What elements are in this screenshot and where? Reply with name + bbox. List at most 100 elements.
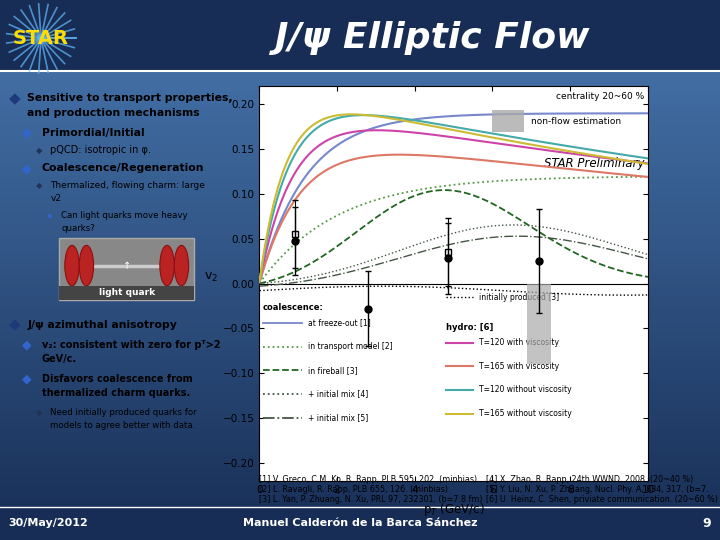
Bar	[0, 409, 720, 414]
Text: [3] L. Yan, P. Zhuang, N. Xu, PRL 97, 232301. (b=7.8 fm): [3] L. Yan, P. Zhuang, N. Xu, PRL 97, 23…	[259, 495, 482, 504]
Bar	[0, 158, 720, 162]
Bar	[0, 14, 720, 18]
Bar	[0, 202, 720, 207]
Text: ◆: ◆	[22, 338, 31, 351]
Text: [4] X. Zhao, R. Rapp, 24th WWND, 2008. (20~40 %): [4] X. Zhao, R. Rapp, 24th WWND, 2008. (…	[486, 475, 693, 484]
Bar	[0, 256, 720, 261]
Bar	[0, 513, 720, 517]
Bar	[0, 23, 720, 27]
Bar	[0, 220, 720, 225]
Text: pQCD: isotropic in φ.: pQCD: isotropic in φ.	[50, 145, 151, 155]
Bar	[0, 270, 720, 274]
Text: ◆: ◆	[36, 181, 42, 190]
Text: Sensitive to transport properties,: Sensitive to transport properties,	[27, 93, 233, 103]
Bar	[0, 500, 720, 504]
Bar	[0, 297, 720, 301]
Text: coalescence:: coalescence:	[263, 303, 324, 312]
Bar	[0, 189, 720, 193]
Bar	[0, 77, 720, 81]
Text: T=165 without viscosity: T=165 without viscosity	[479, 409, 572, 418]
Bar	[0, 364, 720, 369]
Text: STAR Preliminary: STAR Preliminary	[544, 157, 644, 170]
Bar	[0, 198, 720, 202]
Text: ◆: ◆	[9, 318, 20, 333]
Text: and production mechanisms: and production mechanisms	[27, 109, 200, 118]
Text: thermalized charm quarks.: thermalized charm quarks.	[42, 388, 190, 398]
Bar	[528, 284, 551, 364]
Bar	[0, 477, 720, 482]
Text: Can light quarks move heavy: Can light quarks move heavy	[61, 212, 188, 220]
Bar	[0, 414, 720, 418]
Bar	[0, 509, 720, 513]
Text: Primordial/Initial: Primordial/Initial	[42, 128, 145, 138]
Bar	[0, 396, 720, 401]
Bar	[0, 279, 720, 284]
Text: ↑: ↑	[122, 260, 131, 271]
Bar	[0, 117, 720, 122]
Bar	[0, 193, 720, 198]
Text: Coalescence/Regeneration: Coalescence/Regeneration	[42, 164, 204, 173]
Bar	[0, 405, 720, 409]
Bar	[0, 0, 720, 71]
Text: ◆: ◆	[36, 146, 42, 154]
Bar	[0, 315, 720, 320]
Bar	[0, 207, 720, 212]
Bar	[0, 139, 720, 144]
Bar	[0, 108, 720, 112]
Bar	[0, 486, 720, 490]
Bar	[0, 288, 720, 293]
Bar	[0, 94, 720, 99]
Bar	[0, 482, 720, 486]
Text: GeV/c.: GeV/c.	[42, 354, 77, 363]
Bar	[0, 328, 720, 333]
Bar	[0, 306, 720, 310]
Bar	[0, 374, 720, 378]
Bar	[0, 320, 720, 324]
Bar	[0, 252, 720, 256]
Bar	[0, 436, 720, 441]
Ellipse shape	[65, 245, 79, 286]
Bar	[0, 507, 720, 540]
Bar	[0, 63, 720, 68]
Bar	[0, 72, 720, 77]
Bar	[0, 230, 720, 234]
Bar	[0, 526, 720, 531]
Bar	[0, 216, 720, 220]
Bar	[0, 536, 720, 540]
Bar	[0, 428, 720, 432]
Text: hydro: [6]: hydro: [6]	[446, 323, 493, 332]
Bar	[0, 180, 720, 185]
Bar	[0, 99, 720, 104]
Text: T=120 without viscosity: T=120 without viscosity	[479, 386, 572, 394]
Bar	[0, 333, 720, 338]
Bar	[0, 522, 720, 526]
Bar	[0, 243, 720, 247]
Bar	[0, 274, 720, 279]
Bar	[59, 286, 194, 300]
Bar	[0, 468, 720, 472]
Bar	[0, 225, 720, 229]
Y-axis label: v$_2$: v$_2$	[204, 271, 218, 284]
Bar	[0, 301, 720, 306]
Bar	[0, 4, 720, 9]
Bar	[0, 90, 720, 94]
Text: quarks?: quarks?	[61, 224, 95, 233]
Bar	[0, 27, 720, 31]
Text: centrality 20~60 %: centrality 20~60 %	[556, 92, 644, 102]
Text: ◆: ◆	[22, 162, 31, 175]
Text: ◆: ◆	[22, 373, 31, 386]
Text: STAR: STAR	[13, 29, 69, 48]
Text: [5] Y. Liu, N. Xu, P. Zhuang, Nucl. Phy. A, 834, 317. (b=7.: [5] Y. Liu, N. Xu, P. Zhuang, Nucl. Phy.…	[486, 485, 708, 494]
Text: 30/May/2012: 30/May/2012	[9, 518, 89, 528]
Bar	[0, 45, 720, 50]
Bar	[0, 162, 720, 166]
Bar	[0, 81, 720, 85]
Bar	[0, 324, 720, 328]
Text: initially produced [3]: initially produced [3]	[479, 293, 559, 302]
Text: + initial mix [4]: + initial mix [4]	[308, 389, 368, 399]
Bar	[0, 112, 720, 117]
Bar	[0, 338, 720, 342]
Text: Need initially produced quarks for: Need initially produced quarks for	[50, 408, 197, 417]
Text: ◆: ◆	[9, 91, 20, 106]
Text: v2: v2	[50, 194, 61, 203]
